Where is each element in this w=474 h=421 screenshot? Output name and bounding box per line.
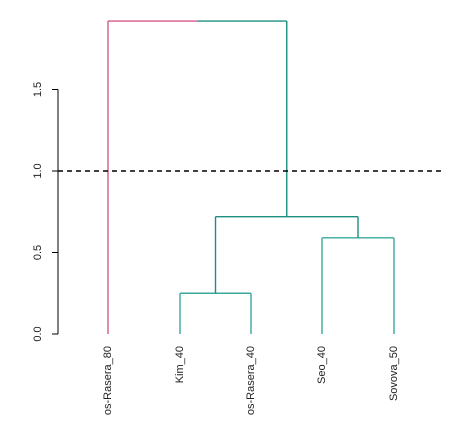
leaf-label-4: Sovova_50 bbox=[388, 346, 400, 401]
leaf-label-2: os-Rasera_40 bbox=[245, 346, 257, 415]
y-tick-label-1: 0.5 bbox=[32, 245, 44, 260]
leaf-label-0: os-Rasera_80 bbox=[102, 346, 114, 415]
leaf-label-1: Kim_40 bbox=[174, 346, 186, 383]
y-tick-label-0: 0.0 bbox=[32, 326, 44, 341]
y-tick-label-2: 1.0 bbox=[32, 163, 44, 178]
leaf-label-3: Seo_40 bbox=[316, 346, 328, 384]
y-tick-label-3: 1.5 bbox=[32, 82, 44, 97]
